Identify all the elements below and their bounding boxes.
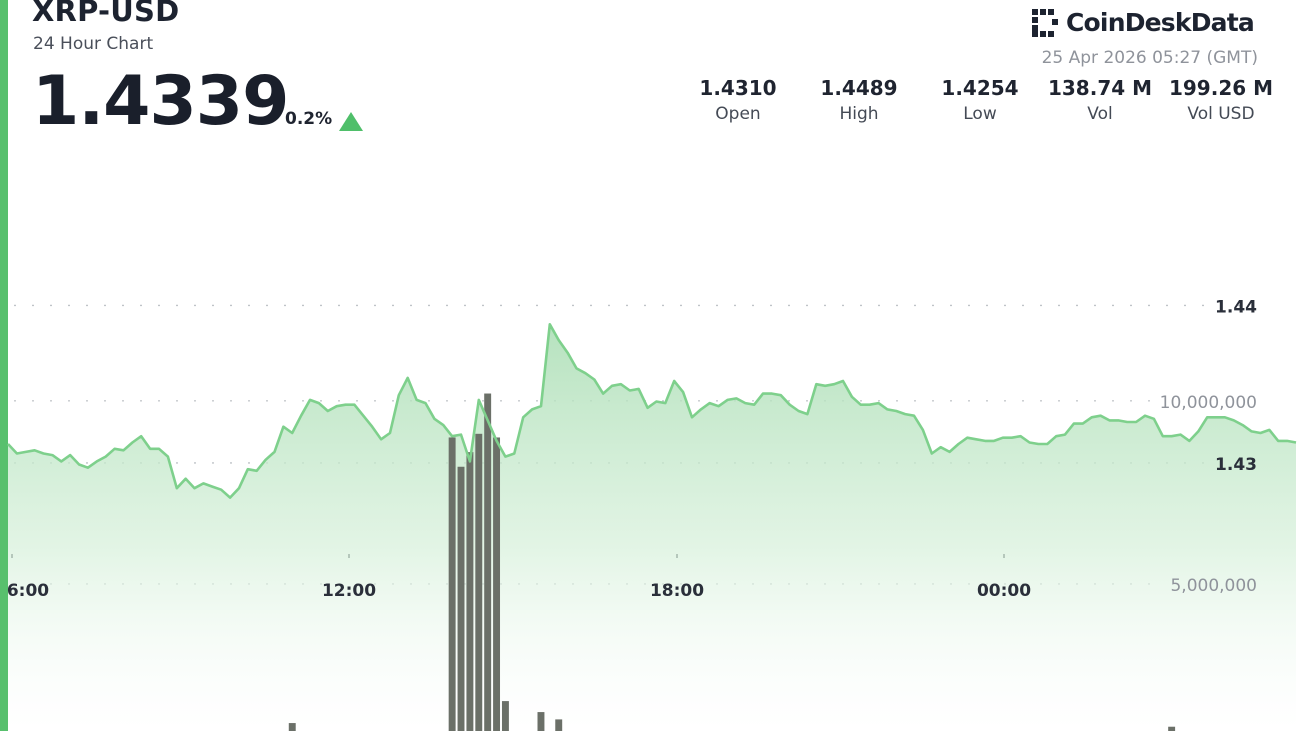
- stat-value: 1.4310: [699, 76, 777, 100]
- volume-bar: [501, 701, 509, 731]
- coindesk-logo-icon: [1030, 7, 1060, 37]
- volume-bar: [493, 437, 501, 731]
- volume-bar: [484, 393, 492, 731]
- time-tick-label: 12:00: [322, 581, 376, 601]
- pair-title: XRP-USD: [32, 0, 180, 28]
- stat-value: 138.74 M: [1047, 76, 1153, 100]
- brand-name: CoinDeskData: [1066, 7, 1255, 37]
- arrow-up-icon: [339, 112, 363, 131]
- stat-label: Low: [963, 104, 997, 124]
- stats-bar: 1.4310 Open 1.4489 High 1.4254 Low 138.7…: [690, 76, 1280, 132]
- stat-label: High: [839, 104, 879, 124]
- stat-open: 1.4310 Open: [678, 76, 798, 124]
- timestamp: 25 Apr 2026 05:27 (GMT): [1041, 48, 1258, 68]
- volume-bar: [475, 433, 483, 731]
- stat-value: 199.26 M: [1168, 76, 1274, 100]
- stat-label: Open: [715, 104, 761, 124]
- volume-bar: [1168, 726, 1176, 731]
- chart-subtitle: 24 Hour Chart: [33, 34, 154, 54]
- volume-bar: [466, 452, 474, 731]
- current-price: 1.4339: [32, 62, 289, 141]
- volume-bar: [448, 437, 456, 731]
- volume-tick-label: 5,000,000: [1170, 576, 1257, 596]
- stat-low: 1.4254 Low: [920, 76, 1040, 124]
- volume-bar: [457, 466, 465, 731]
- price-tick-label: 1.44: [1215, 297, 1257, 317]
- price-area: [8, 324, 1296, 731]
- volume-bar: [537, 712, 545, 731]
- price-change: 0.2%: [285, 109, 333, 129]
- stat-value: 1.4489: [820, 76, 898, 100]
- stat-vol: 138.74 M Vol: [1040, 76, 1160, 124]
- volume-bar: [555, 719, 563, 731]
- stat-label: Vol USD: [1187, 104, 1255, 124]
- volume-tick-label: 10,000,000: [1160, 393, 1257, 413]
- stat-vol-usd: 199.26 M Vol USD: [1161, 76, 1281, 124]
- stat-value: 1.4254: [941, 76, 1019, 100]
- price-tick-label: 1.43: [1215, 455, 1257, 475]
- brand-logo: CoinDeskData: [1030, 4, 1255, 40]
- stat-high: 1.4489 High: [799, 76, 919, 124]
- accent-bar: [0, 0, 8, 731]
- time-tick-label: 6:00: [7, 581, 49, 601]
- time-tick-label: 18:00: [650, 581, 704, 601]
- stat-label: Vol: [1087, 104, 1113, 124]
- time-tick-label: 00:00: [977, 581, 1031, 601]
- price-line: [7, 323, 1297, 499]
- volume-bar: [288, 723, 296, 731]
